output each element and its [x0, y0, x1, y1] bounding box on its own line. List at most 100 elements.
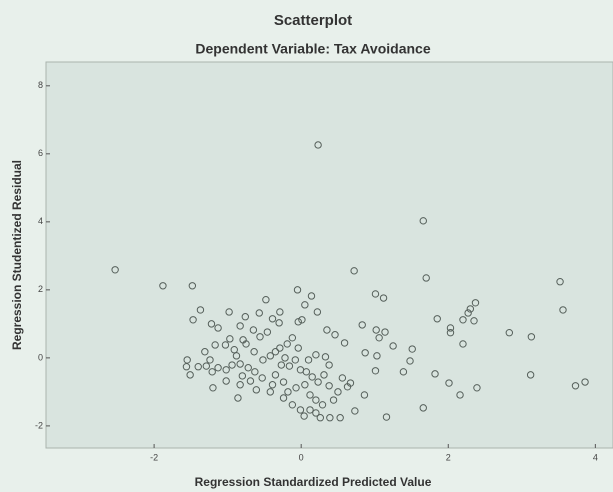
y-tick-label: 4	[38, 216, 43, 226]
point	[301, 381, 309, 389]
point	[284, 388, 292, 396]
point	[466, 305, 475, 313]
point	[291, 356, 300, 364]
point	[372, 326, 380, 334]
point	[375, 334, 383, 342]
point	[300, 412, 308, 420]
point	[279, 378, 288, 386]
point	[246, 377, 255, 385]
point	[242, 340, 250, 348]
point	[296, 406, 305, 414]
y-tick-label: 8	[38, 80, 43, 90]
chart-title: Scatterplot	[274, 12, 352, 29]
point	[214, 364, 222, 372]
point	[189, 316, 197, 324]
point	[159, 282, 167, 290]
point	[222, 377, 230, 385]
point	[201, 348, 209, 356]
point	[308, 373, 316, 381]
point	[445, 379, 453, 387]
point	[334, 388, 342, 396]
point	[285, 362, 294, 370]
point	[340, 339, 349, 347]
point	[236, 360, 244, 368]
point	[306, 406, 314, 414]
x-tick-label: -2	[150, 452, 158, 462]
point	[208, 368, 216, 376]
point	[292, 384, 300, 392]
point	[336, 414, 344, 422]
point	[209, 384, 217, 392]
point	[271, 348, 280, 356]
point	[346, 379, 355, 387]
point	[371, 367, 380, 375]
point	[283, 340, 291, 348]
point	[228, 361, 236, 369]
point	[373, 352, 381, 360]
point	[312, 409, 320, 417]
point	[323, 326, 331, 334]
point	[277, 361, 286, 369]
point	[464, 309, 472, 317]
x-axis-label: Regression Standardized Predicted Value	[195, 475, 432, 489]
point	[276, 308, 284, 316]
y-tick-label: 6	[38, 148, 43, 158]
point	[302, 368, 311, 376]
point	[312, 351, 320, 359]
y-tick-label: 2	[38, 284, 43, 294]
chart-subtitle: Dependent Variable: Tax Avoidance	[195, 41, 430, 57]
point	[275, 319, 283, 327]
point	[379, 294, 388, 302]
y-axis-label: Regression Studentized Residual	[10, 160, 24, 350]
point	[238, 372, 247, 380]
point	[226, 335, 234, 343]
point	[360, 391, 369, 399]
point	[581, 378, 589, 386]
point	[244, 364, 252, 372]
point	[225, 308, 233, 316]
point	[329, 396, 338, 404]
point	[293, 286, 302, 294]
point	[234, 394, 242, 402]
point	[559, 306, 567, 314]
point	[241, 313, 249, 321]
point	[250, 348, 258, 356]
point	[431, 370, 439, 378]
point	[288, 334, 297, 342]
point	[351, 407, 359, 415]
point	[251, 368, 259, 376]
point	[236, 322, 244, 330]
point	[471, 299, 480, 307]
point	[321, 353, 330, 361]
point	[256, 333, 264, 341]
plot-area	[45, 61, 613, 449]
point	[338, 374, 347, 382]
point	[252, 386, 261, 394]
point	[419, 404, 427, 412]
point	[249, 326, 258, 334]
point	[307, 292, 316, 300]
point	[262, 296, 270, 304]
point	[459, 316, 467, 324]
y-tick-label: -2	[35, 420, 43, 430]
point	[259, 356, 267, 364]
point	[314, 141, 322, 149]
point	[268, 315, 277, 323]
point	[433, 315, 441, 323]
point	[258, 374, 266, 382]
point	[255, 309, 263, 317]
point	[276, 344, 284, 352]
point	[288, 401, 297, 409]
point	[230, 346, 238, 354]
point	[325, 361, 333, 369]
x-tick-label: 4	[593, 452, 598, 462]
point	[281, 354, 289, 362]
point	[571, 382, 580, 390]
y-tick-label: 0	[38, 352, 43, 362]
point	[304, 356, 313, 364]
point	[361, 349, 369, 357]
point	[186, 371, 194, 379]
point	[316, 414, 325, 422]
point	[268, 381, 277, 389]
point	[526, 371, 535, 379]
